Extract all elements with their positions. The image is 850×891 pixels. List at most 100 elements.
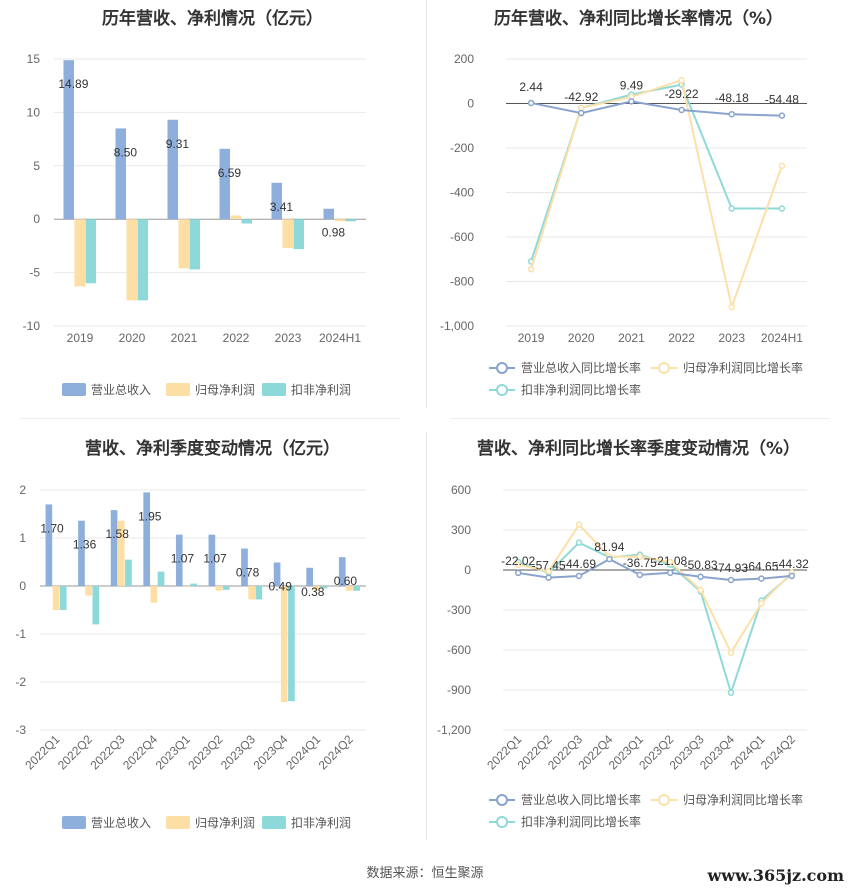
series-line-net-profit-growth — [530, 78, 783, 311]
legend-swatch — [166, 816, 190, 829]
quarterly-revenue-profit-chart: 营收、净利季度变动情况（亿元） 2 1 0 -1 -2 -3 1.70 2022Q1 1.36 2… — [0, 426, 425, 846]
x-tick-label: 2023Q1 — [153, 732, 193, 772]
data-point — [575, 521, 583, 528]
data-label: 81.94 — [594, 540, 624, 554]
data-point — [527, 266, 535, 273]
bar-revenue — [78, 520, 85, 586]
data-point — [728, 205, 735, 212]
bar-revenue — [271, 182, 282, 220]
y-tick-label: -1,200 — [437, 723, 471, 737]
data-label: -54.48 — [765, 93, 799, 107]
data-point — [758, 575, 765, 582]
bar-revenue — [115, 128, 126, 220]
x-tick-label: 2024H1 — [319, 331, 361, 345]
bar-deducted-profit — [59, 586, 67, 610]
bar-revenue — [143, 492, 151, 586]
bar-net-profit — [74, 219, 85, 287]
legend-label: 扣非净利润 — [291, 816, 351, 830]
data-point — [666, 569, 674, 577]
x-tick-label: 2023Q4 — [251, 732, 291, 772]
data-label: -48.18 — [715, 91, 749, 105]
legend-label: 营业总收入同比增长率 — [521, 360, 641, 375]
bar-deducted-profit — [293, 219, 304, 250]
x-tick-label: 2023Q2 — [185, 732, 225, 772]
legend-label: 营业总收入 — [91, 816, 151, 830]
x-tick-label: 2022Q4 — [120, 732, 160, 772]
data-point — [788, 572, 796, 580]
data-label: 14.89 — [58, 77, 88, 91]
data-source-note: 数据来源：恒生聚源 — [366, 866, 484, 881]
bar-net-profit — [346, 586, 353, 591]
y-tick-label: -1,000 — [440, 319, 474, 333]
data-label: 8.50 — [114, 145, 138, 159]
x-tick-label: 2020 — [119, 331, 146, 345]
bar-net-profit — [183, 586, 190, 587]
data-point — [545, 568, 552, 575]
legend-label: 扣非净利润同比增长率 — [521, 382, 641, 397]
bar-revenue — [273, 562, 281, 586]
bar-revenue — [338, 557, 346, 586]
bar-net-profit — [117, 520, 125, 586]
y-tick-label: -5 — [29, 266, 40, 280]
x-tick-label: 2023Q3 — [218, 732, 258, 772]
series-line-revenue-growth — [518, 557, 792, 581]
data-label: 0.98 — [322, 226, 346, 240]
bar-net-profit — [178, 219, 189, 269]
legend-label: 扣非净利润同比增长率 — [521, 814, 641, 829]
bar-deducted-profit — [137, 219, 148, 301]
data-label: -36.75 — [623, 556, 657, 570]
bar-revenue — [175, 534, 183, 586]
x-tick-label: 2022Q2 — [55, 732, 95, 772]
y-tick-label: -400 — [450, 186, 474, 200]
data-point — [678, 76, 685, 84]
quarterly-growth-rate-plot: 6003000-300-600-900-1,200-22.022022Q1-57… — [437, 483, 809, 829]
x-tick-label: 2024Q1 — [283, 732, 323, 772]
annual-revenue-profit-chart: 历年营收、净利情况（亿元） 15 10 5 0 -5 -10 14.89 2019 8.50 20… — [0, 0, 425, 410]
data-label: -64.65 — [744, 560, 778, 574]
data-label: 2.44 — [519, 80, 543, 94]
series-line-revenue-growth — [530, 100, 782, 117]
bar-deducted-profit — [190, 583, 197, 586]
bar-revenue — [110, 510, 118, 586]
bar-revenue — [167, 119, 178, 220]
x-tick-label: 2022 — [668, 331, 695, 345]
legend-label: 归母净利润同比增长率 — [683, 360, 803, 375]
bar-net-profit — [150, 586, 158, 603]
data-label: 0.78 — [236, 566, 260, 580]
data-label: 9.49 — [620, 78, 644, 92]
y-tick-label: -200 — [450, 141, 474, 155]
y-tick-label: -300 — [447, 603, 471, 617]
data-point — [514, 561, 522, 568]
y-tick-label: 5 — [33, 159, 40, 173]
data-label: -44.69 — [562, 557, 596, 571]
bar-deducted-profit — [125, 559, 132, 586]
data-point — [514, 569, 522, 577]
annual-growth-rate-chart: 历年营收、净利同比增长率情况（%） 200 0 -200 -400 -600 -800 -1… — [427, 0, 850, 410]
bar-net-profit — [334, 219, 345, 222]
bar-revenue — [241, 548, 248, 586]
x-tick-label: 2022Q3 — [88, 732, 128, 772]
y-tick-label: -600 — [450, 230, 474, 244]
legend-swatch — [62, 816, 86, 829]
legend-label: 营业总收入同比增长率 — [521, 792, 641, 807]
x-tick-label: 2019 — [67, 331, 94, 345]
y-tick-label: 0 — [467, 97, 474, 111]
data-point — [636, 553, 644, 560]
data-label: 3.41 — [270, 200, 294, 214]
x-tick-label: 2023 — [718, 331, 745, 345]
data-label: -57.45 — [532, 559, 566, 573]
quarterly-growth-rate-chart: 营收、净利同比增长率季度变动情况（%） 600 300 0 -300 -600 -900 -… — [427, 426, 850, 846]
bar-net-profit — [313, 586, 321, 591]
y-tick-label: -2 — [15, 675, 26, 689]
data-point — [697, 573, 704, 581]
bar-revenue — [208, 534, 216, 586]
chart-title: 营收、净利同比增长率季度变动情况（%） — [476, 439, 801, 459]
bar-revenue — [63, 60, 74, 220]
data-label: 0.49 — [269, 579, 293, 593]
chart-title: 历年营收、净利情况（亿元） — [102, 9, 323, 29]
bar-deducted-profit — [255, 586, 263, 600]
y-tick-label: -10 — [23, 319, 41, 333]
data-label: 0.38 — [301, 585, 325, 599]
bar-deducted-profit — [241, 219, 252, 224]
legend-swatch — [262, 383, 286, 396]
